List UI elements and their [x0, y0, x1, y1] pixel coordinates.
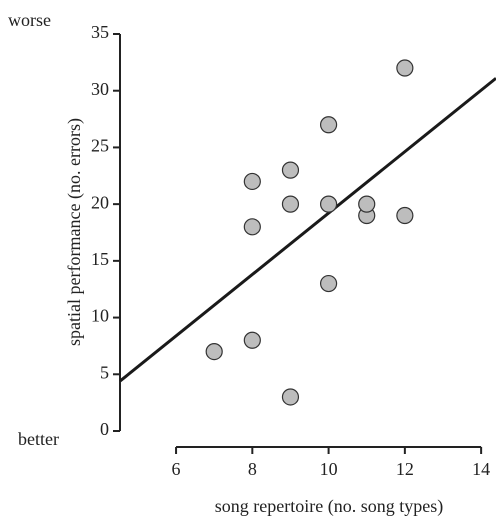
x-tick-label: 12 — [396, 459, 414, 479]
x-tick-label: 10 — [320, 459, 338, 479]
point — [396, 206, 414, 225]
point — [358, 195, 376, 213]
point — [281, 195, 300, 213]
y-tick-label: 10 — [91, 306, 109, 326]
point — [281, 161, 300, 179]
y-tick-label: 35 — [91, 22, 109, 42]
point — [319, 195, 338, 213]
x-tick-label: 6 — [172, 459, 181, 479]
point — [281, 388, 300, 406]
point — [319, 116, 338, 134]
fit-line — [119, 77, 496, 383]
y-tick-label: 30 — [91, 79, 109, 99]
annotation-better: better — [18, 429, 59, 449]
point — [396, 59, 414, 77]
point — [243, 331, 261, 349]
point — [319, 274, 338, 293]
x-tick-label: 14 — [472, 459, 490, 479]
x-tick-label: 8 — [248, 459, 257, 479]
point — [243, 218, 261, 236]
point — [205, 343, 223, 361]
y-axis-title: spatial performance (no. errors) — [64, 118, 85, 346]
annotation-worse: worse — [8, 10, 51, 30]
y-tick-label: 25 — [91, 136, 109, 156]
x-axis-title: song repertoire (no. song types) — [215, 496, 443, 517]
y-tick-label: 5 — [100, 362, 109, 382]
y-tick-label: 15 — [91, 249, 109, 269]
point — [243, 172, 261, 191]
y-tick-label: 20 — [91, 192, 109, 212]
y-tick-label: 0 — [100, 419, 109, 439]
